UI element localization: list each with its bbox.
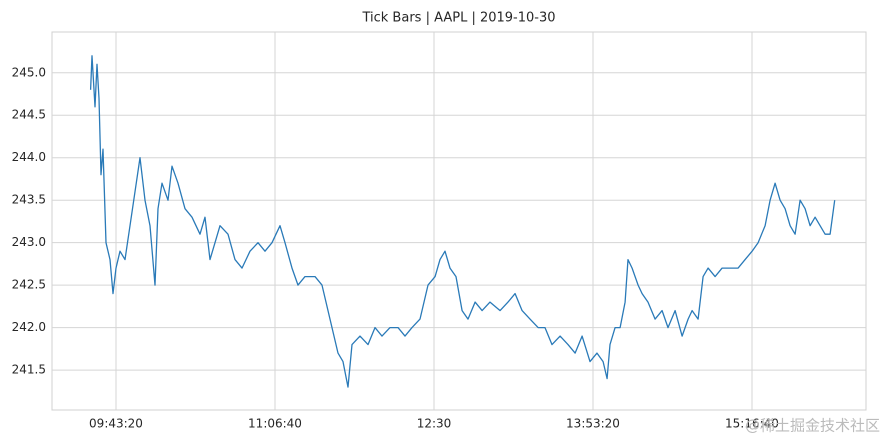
plot-area [51,31,867,411]
x-tick-label: 09:43:20 [89,417,143,431]
y-tick-label: 244.0 [12,150,46,164]
x-tick-label: 12:30 [417,417,452,431]
y-tick-label: 243.5 [12,193,46,207]
y-tick-label: 241.5 [12,363,46,377]
x-tick-label: 11:06:40 [248,417,302,431]
y-tick-label: 242.5 [12,278,46,292]
data-line [89,55,836,388]
x-tick-label: 15:16:40 [725,417,779,431]
y-tick-label: 244.5 [12,108,46,122]
y-tick-label: 242.0 [12,320,46,334]
y-tick-label: 243.0 [12,235,46,249]
chart-title: Tick Bars | AAPL | 2019-10-30 [361,11,555,26]
watermark: @稀土掘金技术社区 [745,417,880,435]
y-tick-label: 245.0 [12,65,46,79]
x-tick-label: 13:53:20 [566,417,620,431]
